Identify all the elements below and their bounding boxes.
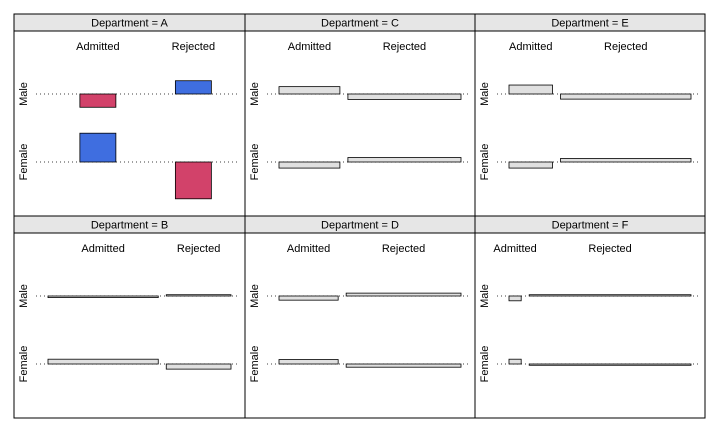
column-label-rejected: Rejected	[588, 243, 631, 255]
panel-frame	[474, 30, 706, 217]
strip-label-b: Department = B	[91, 220, 168, 232]
cell-d-male-admitted	[278, 295, 339, 301]
row-label-female: Female	[249, 346, 261, 383]
cell-e-male-rejected	[560, 93, 692, 100]
panel-e: Department = E Admitted Rejected Male Female	[474, 13, 706, 217]
strip-label-a: Department = A	[91, 18, 168, 30]
row-label-female: Female	[479, 144, 491, 181]
panel-d: Department = D Admitted Rejected Male Female	[244, 215, 476, 419]
cell-b-male-rejected	[165, 294, 232, 297]
panel-frame	[244, 30, 476, 217]
cell-c-male-admitted	[278, 86, 341, 95]
cell-e-male-admitted	[508, 84, 553, 95]
cell-b-male-admitted	[47, 295, 159, 299]
row-label-male: Male	[18, 284, 30, 308]
cell-b-female-admitted	[47, 358, 159, 365]
cell-f-female-rejected	[528, 363, 692, 366]
column-label-rejected: Rejected	[383, 41, 426, 53]
column-label-admitted: Admitted	[509, 41, 552, 53]
row-label-male: Male	[479, 284, 491, 308]
cell-d-female-rejected	[345, 363, 462, 368]
cell-f-female-admitted	[508, 358, 522, 365]
panel-frame	[474, 232, 706, 419]
column-label-admitted: Admitted	[288, 41, 331, 53]
strip-label-e: Department = E	[551, 18, 628, 30]
column-label-admitted: Admitted	[287, 243, 330, 255]
panel-frame	[244, 232, 476, 419]
cell-a-female-admitted	[79, 132, 117, 163]
row-label-female: Female	[479, 346, 491, 383]
cell-c-female-rejected	[347, 157, 462, 163]
column-label-rejected: Rejected	[382, 243, 425, 255]
cell-d-female-admitted	[278, 359, 339, 365]
column-label-admitted: Admitted	[76, 41, 119, 53]
panel-b: Department = B Admitted Rejected Male Female	[13, 215, 246, 419]
column-label-admitted: Admitted	[493, 243, 536, 255]
row-label-female: Female	[249, 144, 261, 181]
cell-c-female-admitted	[278, 161, 341, 169]
column-label-rejected: Rejected	[177, 243, 220, 255]
cell-f-male-admitted	[508, 295, 522, 302]
cell-a-male-admitted	[79, 93, 117, 108]
row-label-male: Male	[249, 284, 261, 308]
row-label-female: Female	[18, 144, 30, 181]
cell-b-female-rejected	[165, 363, 232, 370]
column-label-admitted: Admitted	[81, 243, 124, 255]
cell-c-male-rejected	[347, 93, 462, 100]
row-label-male: Male	[18, 82, 30, 106]
row-label-female: Female	[18, 346, 30, 383]
cell-f-male-rejected	[528, 294, 692, 297]
cell-a-female-rejected	[174, 161, 212, 200]
cell-d-male-rejected	[345, 292, 462, 297]
column-label-rejected: Rejected	[172, 41, 215, 53]
cell-e-female-rejected	[560, 158, 692, 163]
strip-label-f: Department = F	[552, 220, 629, 232]
panel-a: Department = A Admitted Rejected Male Female	[13, 13, 246, 217]
panel-frame	[13, 232, 246, 419]
panel-c: Department = C Admitted Rejected Male Female	[244, 13, 476, 217]
cell-a-male-rejected	[174, 80, 212, 95]
column-label-rejected: Rejected	[604, 41, 647, 53]
strip-label-c: Department = C	[321, 18, 399, 30]
panel-f: Department = F Admitted Rejected Male Female	[474, 215, 706, 419]
cell-e-female-admitted	[508, 161, 553, 169]
row-label-male: Male	[249, 82, 261, 106]
strip-label-d: Department = D	[321, 220, 399, 232]
row-label-male: Male	[479, 82, 491, 106]
